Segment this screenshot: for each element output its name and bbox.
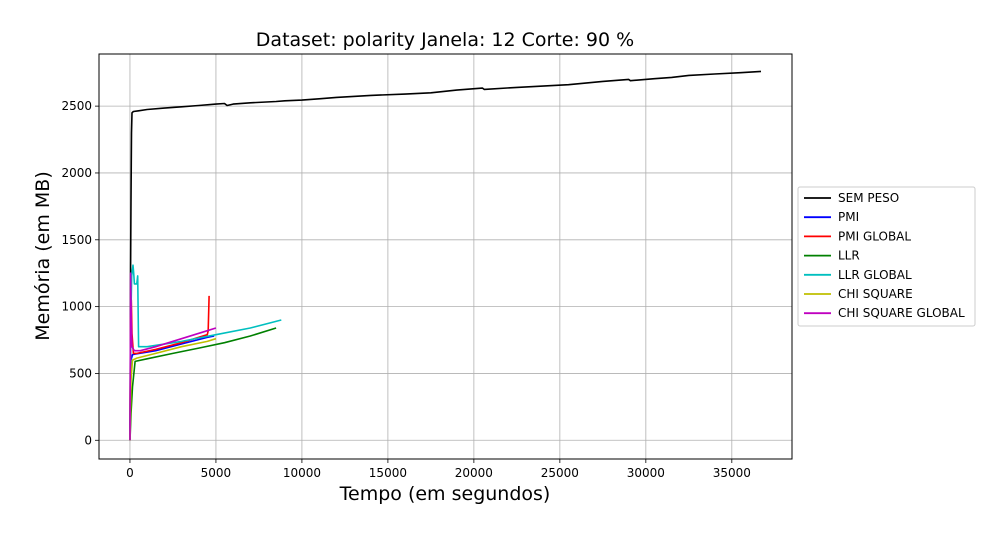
- y-tick-label: 1000: [61, 300, 92, 314]
- plot-area-frame: [98, 53, 793, 460]
- legend: SEM PESO PMI PMI GLOBAL LLR LLR GLOBAL CHI SQ…: [797, 186, 976, 327]
- legend-label-pmi: PMI: [838, 210, 859, 224]
- x-tick-label: 10000: [283, 466, 321, 480]
- series-line-llr-global: [129, 264, 282, 441]
- x-axis-ticks: 0 5000 10000 15000 20000 25000 30000 35000: [126, 459, 751, 480]
- x-tick-label: 35000: [713, 466, 751, 480]
- y-axis-label: Memória (em MB): [32, 171, 54, 340]
- chart-title: Dataset: polarity Janela: 12 Corte: 90 %: [256, 29, 634, 51]
- y-tick-label: 500: [69, 366, 92, 380]
- series-line-sem-peso: [129, 70, 762, 441]
- series-lines: [129, 70, 762, 441]
- series-line-chi-square: [129, 337, 217, 441]
- legend-label-llr: LLR: [838, 249, 860, 263]
- x-tick-label: 25000: [541, 466, 579, 480]
- legend-label-llr-global: LLR GLOBAL: [838, 268, 912, 282]
- x-tick-label: 15000: [369, 466, 407, 480]
- x-axis-label: Tempo (em segundos): [339, 483, 551, 505]
- series-line-llr: [129, 327, 277, 441]
- y-tick-label: 2500: [61, 99, 92, 113]
- y-tick-label: 1500: [61, 233, 92, 247]
- legend-box: [797, 186, 976, 327]
- legend-label-pmi-global: PMI GLOBAL: [838, 229, 911, 243]
- grid: [99, 54, 792, 459]
- y-tick-label: 0: [84, 433, 92, 447]
- x-tick-label: 20000: [455, 466, 493, 480]
- series-line-chi-square-global: [129, 272, 217, 441]
- x-tick-label: 30000: [627, 466, 665, 480]
- legend-label-chi-square-global: CHI SQUARE GLOBAL: [838, 306, 965, 320]
- y-axis-ticks: 0 500 1000 1500 2000 2500: [61, 99, 99, 447]
- legend-label-chi-square: CHI SQUARE: [838, 287, 913, 301]
- legend-label-sem-peso: SEM PESO: [838, 191, 899, 205]
- x-tick-label: 5000: [201, 466, 232, 480]
- x-tick-label: 0: [126, 466, 134, 480]
- y-tick-label: 2000: [61, 166, 92, 180]
